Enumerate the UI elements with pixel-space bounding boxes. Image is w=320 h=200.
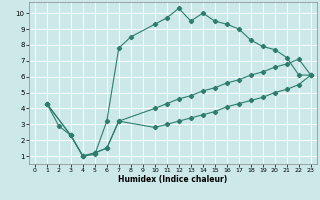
X-axis label: Humidex (Indice chaleur): Humidex (Indice chaleur) [118, 175, 228, 184]
